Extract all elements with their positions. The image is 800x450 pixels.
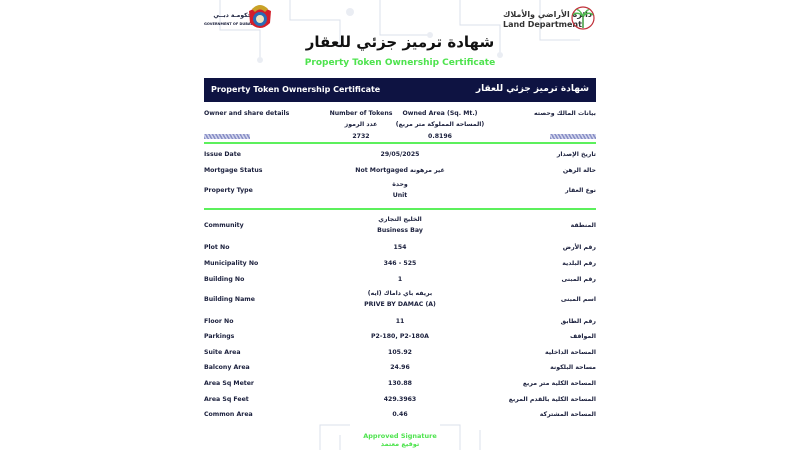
balcony-area-label: Balcony Area [204, 364, 250, 371]
divider [204, 142, 596, 144]
parkings-value: P2-180, P2-180A [371, 333, 429, 340]
land-department-logo-text: دائرة الأراضي والأملاك Land Department [503, 10, 592, 30]
property-type-value: وحدة [392, 181, 408, 188]
banner-title-ar: شهادة ترميز جزئي للعقار [475, 84, 589, 94]
owner-id-redacted [204, 134, 250, 139]
community-label-ar: المنطقة [570, 222, 596, 229]
tokens-label-ar: عدد الرموز [344, 121, 378, 128]
area-sq-meter-label-ar: المساحة الكلية متر مربع [522, 380, 596, 387]
issue-date-value: 29/05/2025 [380, 151, 420, 158]
common-area-value: 0.46 [392, 411, 408, 418]
area-label-ar: (المساحة المملوكة متر مربع) [395, 121, 485, 128]
certificate-banner: Property Token Ownership Certificate شها… [204, 78, 596, 102]
issue-date-label-ar: تاريخ الإصدار [556, 151, 596, 158]
suite-area-label-ar: المساحة الداخلية [545, 349, 596, 356]
tokens-label-en: Number of Tokens [329, 110, 393, 117]
owner-label-en: Owner and share details [204, 110, 290, 117]
building-name-label-ar: اسم المبنى [560, 296, 596, 303]
divider [204, 208, 596, 210]
dubai-emblem-icon [249, 5, 271, 28]
tokens-value: 2732 [352, 133, 370, 140]
balcony-area-label-ar: مساحة البلكونة [550, 364, 596, 371]
balcony-area-value: 24.96 [390, 364, 410, 371]
area-sq-feet-value: 429.3963 [383, 396, 417, 403]
gov-logo-en: GOVERNMENT OF DUBAI [204, 22, 252, 26]
building-no-label: Building No [204, 276, 245, 283]
certificate-title-ar: شهادة ترميز جزئي للعقار [305, 33, 495, 51]
government-of-dubai-logo-text: حكومـة دبــي GOVERNMENT OF DUBAI [204, 12, 252, 28]
municipality-no-label-ar: رقم البلدية [562, 260, 596, 267]
mortgage-status-label-ar: حالة الرهن [562, 167, 596, 174]
community-value: الخليج التجاري [378, 216, 422, 223]
plot-no-label-ar: رقم الأرض [562, 244, 596, 251]
area-sq-meter-label: Area Sq Meter [204, 380, 254, 387]
property-type-value: Unit [392, 192, 408, 199]
plot-no-value: 154 [393, 244, 407, 251]
property-type-label-ar: نوع العقار [565, 187, 596, 194]
approved-signature-ar: توقيع معتمد [380, 440, 420, 448]
issue-date-label: Issue Date [204, 151, 241, 158]
plot-no-label: Plot No [204, 244, 230, 251]
gov-logo-ar: حكومـة دبــي [213, 12, 252, 19]
palm-tree-logo-icon [571, 6, 595, 30]
banner-title-en: Property Token Ownership Certificate [211, 85, 381, 94]
building-name-label: Building Name [204, 296, 255, 303]
suite-area-label: Suite Area [204, 349, 241, 356]
certificate-title-en: Property Token Ownership Certificate [304, 58, 496, 68]
floor-no-value: 11 [395, 318, 405, 325]
parkings-label-ar: المواقف [569, 333, 596, 340]
dld-logo-en: Land Department [503, 20, 582, 29]
building-name-value: PRIVE BY DAMAC (A) [364, 301, 436, 308]
area-sq-meter-value: 130.88 [388, 380, 412, 387]
suite-area-value: 105.92 [388, 349, 412, 356]
parkings-label: Parkings [204, 333, 235, 340]
building-no-value: 1 [397, 276, 403, 283]
mortgage-status-label: Mortgage Status [204, 167, 263, 174]
owner-id-redacted-ar [550, 134, 596, 139]
circuit-background [219, 0, 580, 63]
area-label-en: Owned Area (Sq. Mt.) [402, 110, 478, 117]
common-area-label: Common Area [204, 411, 253, 418]
circuit-background-bottom [319, 424, 481, 450]
common-area-label-ar: المساحة المشتركة [539, 411, 596, 418]
municipality-no-value: 346 - 525 [383, 260, 417, 267]
area-sq-feet-label: Area Sq Feet [204, 396, 249, 403]
area-sq-feet-label-ar: المساحة الكلية بالقدم المربع [508, 396, 596, 403]
approved-signature-en: Approved Signature [363, 432, 437, 440]
community-value: Business Bay [377, 227, 423, 234]
municipality-no-label: Municipality No [204, 260, 259, 267]
property-type-label: Property Type [204, 187, 253, 194]
floor-no-label: Floor No [204, 318, 234, 325]
mortgage-status-value: Not Mortgaged غير مرهونة [355, 167, 445, 174]
owned-area-value: 0.8196 [428, 133, 452, 140]
dld-logo-ar: دائرة الأراضي والأملاك [503, 10, 593, 19]
floor-no-label-ar: رقم الطابق [560, 318, 596, 325]
building-name-value: (بريفه باي داماك (ايه [367, 290, 433, 297]
owner-label-ar: بيانات المالك وحصته [533, 110, 596, 117]
community-label: Community [204, 222, 244, 229]
building-no-label-ar: رقم المبنى [561, 276, 596, 283]
